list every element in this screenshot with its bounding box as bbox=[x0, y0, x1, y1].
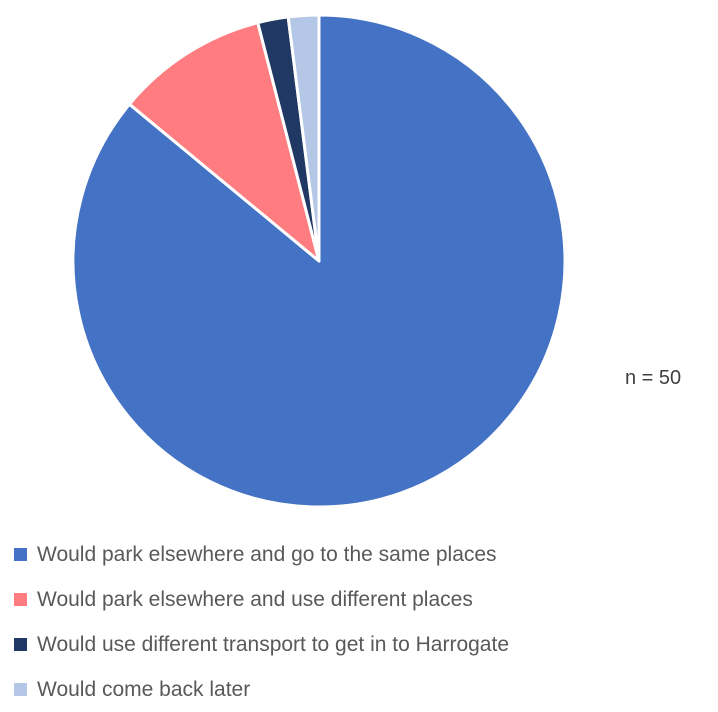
legend-item: Would park elsewhere and use different p… bbox=[14, 577, 714, 622]
pie-slice bbox=[286, 13, 321, 263]
sample-size-annotation: n = 50 bbox=[625, 367, 682, 389]
legend-swatch-icon bbox=[14, 683, 27, 696]
legend-swatch-icon bbox=[14, 593, 27, 606]
legend-label: Would park elsewhere and use different p… bbox=[37, 587, 473, 611]
legend-item: Would come back later bbox=[14, 667, 714, 712]
legend-swatch-icon bbox=[14, 548, 27, 561]
legend-label: Would use different transport to get in … bbox=[37, 632, 509, 656]
legend-item: Would park elsewhere and go to the same … bbox=[14, 532, 714, 577]
legend-label: Would park elsewhere and go to the same … bbox=[37, 542, 497, 566]
legend-label: Would come back later bbox=[37, 677, 251, 701]
legend-swatch-icon bbox=[14, 638, 27, 651]
pie-slices bbox=[71, 13, 567, 509]
legend-item: Would use different transport to get in … bbox=[14, 622, 714, 667]
legend: Would park elsewhere and go to the same … bbox=[14, 532, 714, 712]
